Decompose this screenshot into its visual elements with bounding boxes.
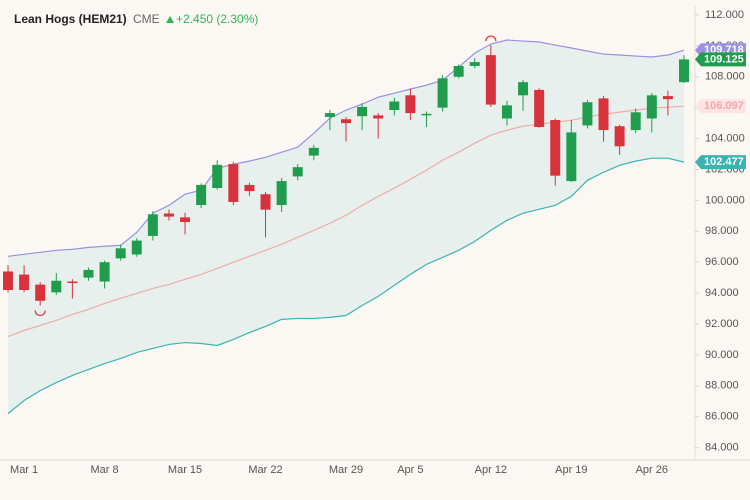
value-tag [695,155,746,170]
value-tag-label: 109.125 [704,53,744,65]
candle-body [453,65,464,77]
candle-body [163,213,174,217]
high-marker [485,35,497,42]
candle-body [180,217,191,223]
value-tag-label: 106.097 [704,100,744,112]
x-tick-label: Mar 29 [329,464,363,476]
candle-body [244,184,255,192]
candle-body [67,281,78,284]
x-tick-label: Apr 12 [475,464,507,476]
candle-body [373,115,384,119]
up-icon [166,16,174,23]
candle-body [228,164,239,202]
candle-body [582,102,593,126]
candle-body [35,284,46,301]
candle-body [566,132,577,182]
y-tick-label: 108.000 [705,71,745,83]
candle-body [308,147,319,156]
candle-body [630,112,641,131]
y-tick-label: 94.000 [705,287,739,299]
candle-body [679,59,689,83]
x-tick-label: Mar 15 [168,464,202,476]
y-tick-label: 104.000 [705,132,745,144]
x-tick-label: Apr 26 [636,464,668,476]
candle-body [534,89,545,127]
candle-body [3,271,13,291]
candle-body [260,194,271,210]
x-tick-label: Mar 8 [91,464,119,476]
candle-body [357,106,368,117]
candle-body [147,214,158,236]
y-tick-label: 88.000 [705,380,739,392]
candle-body [292,167,303,177]
x-tick-label: Apr 19 [555,464,587,476]
y-tick-label: 98.000 [705,225,739,237]
x-tick-label: Mar 22 [248,464,282,476]
value-tag [695,99,746,114]
candle-body [501,105,512,119]
candle-body [276,181,287,206]
candle-body [83,269,94,278]
chart-title: Lean Hogs (HEM21) [14,12,127,26]
candle-body [212,164,223,189]
value-tag-label: 102.477 [704,156,744,168]
candle-body [646,95,657,119]
candle-body [389,101,400,110]
candle-body [324,113,335,117]
exchange: CME [133,12,160,26]
candle-body [196,184,207,206]
candle-body [19,274,30,291]
candle-body [550,120,561,176]
candle-body [405,95,416,114]
x-tick-label: Apr 5 [397,464,423,476]
y-tick-label: 112.000 [705,9,744,21]
y-tick-label: 90.000 [705,349,739,361]
y-tick-label: 84.000 [705,442,739,454]
band-fill [8,39,684,414]
y-tick-label: 86.000 [705,411,739,423]
candle-body [662,96,673,100]
band-line [7,157,685,415]
candle-body [469,62,480,66]
low-marker [34,310,46,316]
candle-body [341,119,351,124]
value-tag [695,52,746,67]
candle-body [437,78,448,108]
candle-body [115,248,126,259]
candle-body [99,262,110,282]
candle-body [614,126,625,147]
candle-body [518,82,529,96]
candle-body [131,240,142,255]
x-tick-label: Mar 1 [10,464,38,476]
plot-area [3,35,689,415]
y-tick-label: 92.000 [705,318,739,330]
price-change: +2.450 (2.30%) [176,12,258,26]
y-tick-label: 96.000 [705,256,739,268]
candle-body [51,280,62,293]
candle-body [598,98,609,131]
y-tick-label: 100.000 [705,194,745,206]
candle-body [485,55,496,105]
candle-body [421,113,432,116]
